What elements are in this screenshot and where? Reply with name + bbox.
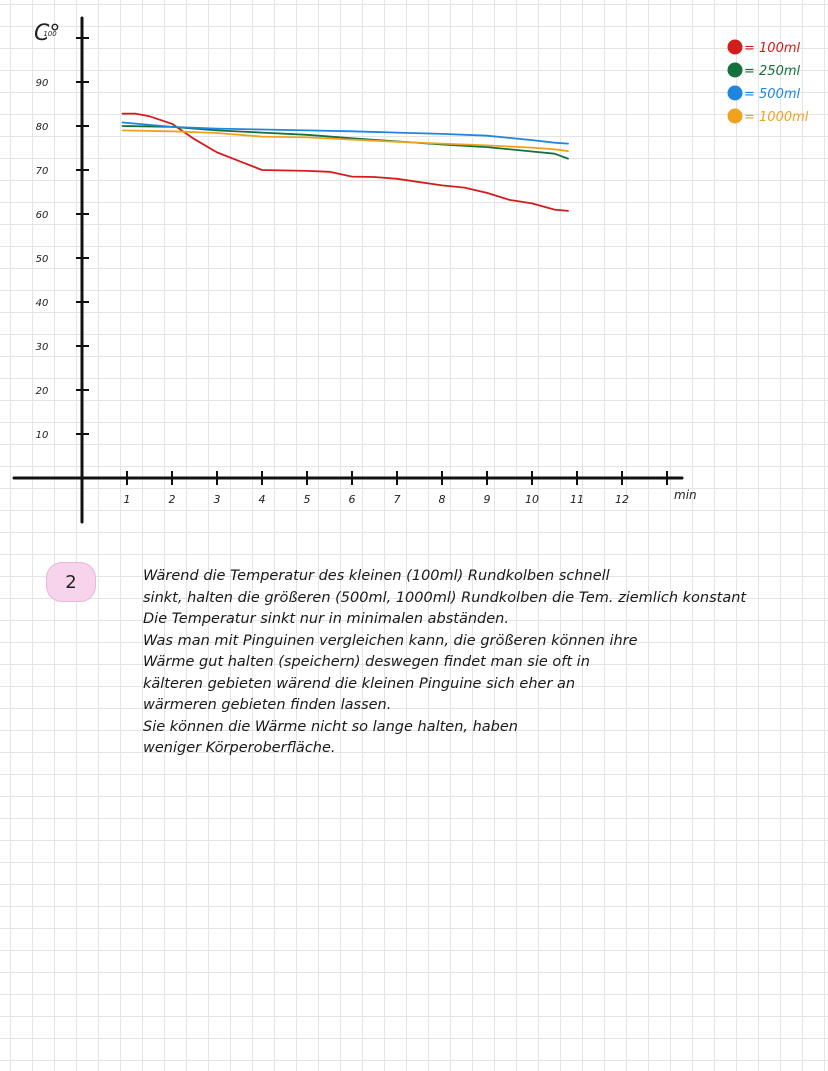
y-tick-label: 90 (36, 78, 49, 89)
x-tick-label: 9 (484, 493, 491, 506)
x-axis-label: min (674, 488, 697, 502)
x-tick-label: 8 (439, 493, 446, 506)
x-ticks: 1 2 3 4 5 6 7 8 9 10 11 12 (124, 471, 668, 506)
answer-line: kälteren gebieten wärend die kleinen Pin… (143, 675, 576, 692)
y-ticks: 10 20 30 40 50 60 70 80 90 100 (36, 30, 89, 441)
x-tick-label: 5 (304, 493, 311, 506)
y-tick-label: 40 (36, 298, 49, 309)
y-tick-label: 100 (43, 30, 57, 38)
answer-line: weniger Körperoberfläche. (143, 740, 336, 756)
answer-line: Was man mit Pinguinen vergleichen kann, … (143, 632, 638, 649)
axes (12, 16, 684, 524)
x-tick-label: 1 (124, 493, 131, 506)
task-number: 2 (65, 571, 77, 593)
y-tick-label: 70 (36, 166, 49, 177)
x-tick-label: 11 (570, 493, 584, 506)
legend-dot (727, 39, 743, 55)
series-line-4 (121, 129, 569, 153)
answer-line: Die Temperatur sinkt nur in minimalen ab… (143, 611, 509, 627)
y-tick-label: 10 (36, 430, 49, 441)
answer-line: Wärend die Temperatur des kleinen (100ml… (143, 568, 610, 584)
x-tick-label: 6 (349, 493, 356, 506)
y-tick-label: 80 (36, 122, 49, 133)
x-tick-label: 4 (259, 493, 266, 506)
answer-line: wärmeren gebieten finden lassen. (143, 697, 392, 713)
x-tick-label: 10 (525, 493, 539, 506)
x-tick-label: 12 (615, 493, 629, 506)
x-tick-label: 7 (394, 493, 401, 506)
legend: = 100ml = 250ml = 500ml = 1000ml (727, 39, 809, 125)
answer-line: Wärme gut halten (speichern) deswegen fi… (143, 654, 590, 670)
series-lines (121, 112, 569, 212)
legend-dot (727, 108, 743, 124)
legend-label: = 250ml (744, 64, 801, 79)
y-tick-label: 20 (36, 386, 49, 397)
x-tick-label: 2 (169, 493, 176, 506)
answer-line: sinkt, halten die größeren (500ml, 1000m… (143, 589, 747, 606)
y-tick-label: 60 (36, 210, 49, 221)
task-number-badge: 2 (46, 562, 96, 602)
y-axis-label: C° (34, 21, 60, 46)
legend-label: = 1000ml (744, 110, 809, 125)
legend-dot (727, 85, 743, 101)
x-tick-label: 3 (214, 493, 221, 506)
y-tick-label: 50 (36, 254, 49, 265)
series-line-3 (121, 121, 569, 145)
handwritten-answer: Wärend die Temperatur des kleinen (100ml… (143, 566, 813, 760)
legend-label: = 500ml (744, 87, 801, 102)
y-tick-label: 30 (36, 342, 49, 353)
answer-line: Sie können die Wärme nicht so lange halt… (143, 718, 518, 735)
legend-label: = 100ml (744, 41, 801, 56)
legend-dot (727, 62, 743, 78)
